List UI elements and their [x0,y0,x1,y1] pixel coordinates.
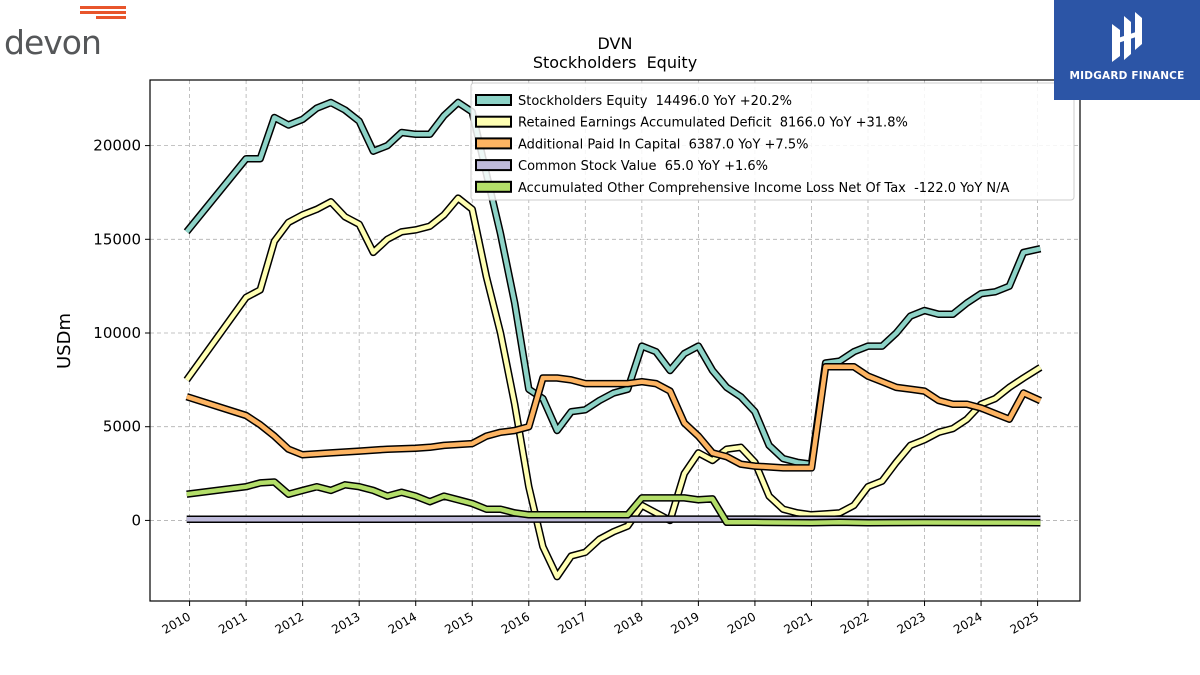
y-axis-label: USDm [54,313,75,369]
x-tick-label: 2013 [329,609,362,636]
legend-swatch-apic [475,137,512,150]
x-tick-label: 2021 [782,609,815,636]
y-tick-label: 0 [131,511,141,529]
y-tick-label: 20000 [93,137,141,155]
x-tick-label: 2018 [612,609,645,636]
legend-label-equity: Stockholders Equity 14496.0 YoY +20.2% [518,94,792,109]
midgard-wordmark: MIDGARD FINANCE [1069,70,1185,82]
devon-wordmark: devon [4,23,102,62]
legend-label-common: Common Stock Value 65.0 YoY +1.6% [518,159,768,174]
devon-bars-icon [80,6,126,21]
legend-label-retained: Retained Earnings Accumulated Deficit 81… [518,116,908,131]
legend-swatch-common [475,159,512,172]
legend-swatch-aoci [475,180,512,193]
x-tick-label: 2019 [668,609,701,636]
x-tick-label: 2024 [951,609,984,636]
series-line-equity [184,100,1041,467]
chart-subtitle: Stockholders Equity [533,53,697,72]
legend: Stockholders Equity 14496.0 YoY +20.2% Re… [470,82,1075,201]
x-tick-label: 2015 [442,609,475,636]
x-tick-label: 2020 [725,609,758,636]
y-tick-label: 10000 [93,324,141,342]
midgard-logo: MIDGARD FINANCE [1054,0,1200,100]
legend-swatch-equity [475,94,512,106]
y-tick-label: 15000 [93,230,141,248]
y-tick-label: 5000 [103,418,141,436]
legend-label-apic: Additional Paid In Capital 6387.0 YoY +7… [518,137,808,152]
series-lines [183,98,1043,581]
x-tick-label: 2011 [216,609,249,636]
legend-swatch-retained [475,115,512,128]
x-tick-label: 2016 [499,609,532,636]
midgard-emblem-icon [1112,12,1142,62]
devon-logo: devon [4,6,129,64]
plot-frame [149,79,1081,602]
x-tick-label: 2014 [386,609,419,636]
legend-label-aoci: Accumulated Other Comprehensive Income L… [518,181,1009,196]
x-tick-label: 2022 [838,609,871,636]
x-tick-label: 2017 [555,609,588,636]
x-tick-label: 2023 [895,609,928,636]
series-line-aoci [186,479,1041,525]
chart-title: DVN [598,34,633,53]
legend-box [470,82,1075,201]
x-tick-label: 2010 [160,609,193,636]
x-tick-label: 2012 [273,609,306,636]
series-line-apic [186,364,1042,471]
x-tick-label: 2025 [1008,609,1041,636]
